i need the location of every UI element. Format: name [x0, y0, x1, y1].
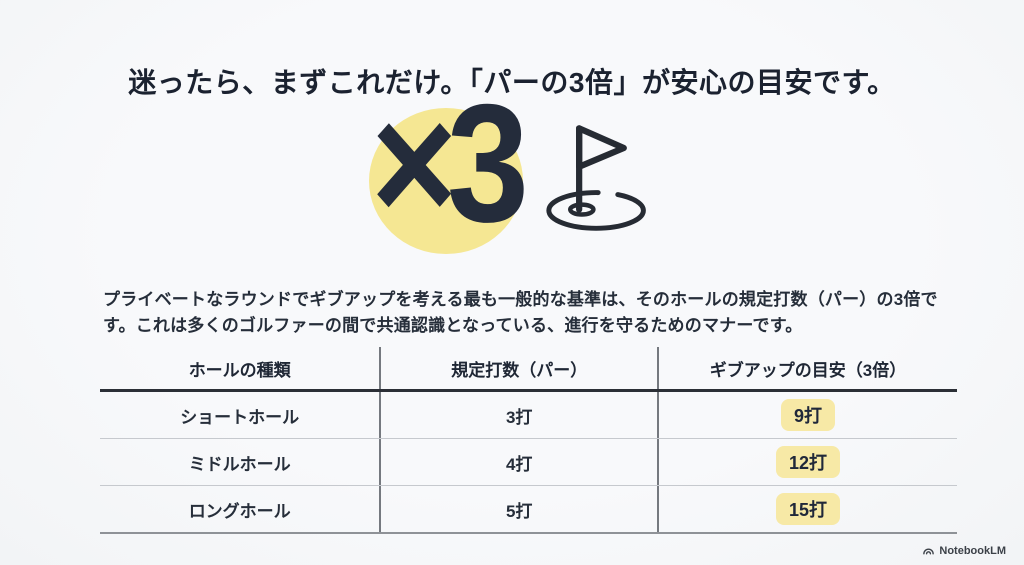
header-giveup: ギブアップの目安（3倍）	[657, 347, 957, 389]
cell-hole-type: ショートホール	[180, 407, 300, 427]
cell-giveup: 15打	[657, 486, 957, 532]
table-header-row: ホールの種類 規定打数（パー） ギブアップの目安（3倍）	[100, 347, 957, 392]
notebooklm-logo-icon	[923, 548, 935, 555]
brand-label: NotebookLM	[939, 544, 1006, 557]
table-row-long-hole: ロングホール 5打 15打	[100, 486, 957, 532]
cell-giveup: 12打	[657, 439, 957, 485]
multiplier-x3-label: ×3	[371, 69, 529, 257]
header-par: 規定打数（パー）	[379, 347, 657, 389]
highlight-chip: 15打	[775, 493, 841, 525]
highlight-chip: 12打	[775, 446, 841, 478]
golf-flag-icon	[546, 125, 646, 231]
accent-circle	[369, 108, 523, 254]
body-paragraph: プライベートなラウンドでギブアップを考える最も一般的な基準は、そのホールの規定打…	[103, 290, 938, 335]
cell-par: 5打	[379, 486, 657, 532]
giveup-guideline-table: ホールの種類 規定打数（パー） ギブアップの目安（3倍） ショートホール 3打 …	[100, 347, 957, 534]
highlight-chip: 9打	[780, 399, 835, 431]
cell-hole-type: ミドルホール	[188, 454, 291, 474]
notebooklm-watermark: NotebookLM	[922, 544, 1006, 557]
cell-par: 3打	[379, 392, 657, 438]
table-row-short-hole: ショートホール 3打 9打	[100, 392, 957, 439]
cell-giveup: 9打	[657, 392, 957, 438]
cell-par: 4打	[379, 439, 657, 485]
hero-graphic: ×3	[369, 79, 655, 255]
cell-hole-type: ロングホール	[188, 501, 291, 521]
header-hole-type: ホールの種類	[188, 360, 291, 380]
table-row-middle-hole: ミドルホール 4打 12打	[100, 439, 957, 486]
page-title: 迷ったら、まずこれだけ。「パーの3倍」が安心の目安です。	[128, 66, 896, 98]
